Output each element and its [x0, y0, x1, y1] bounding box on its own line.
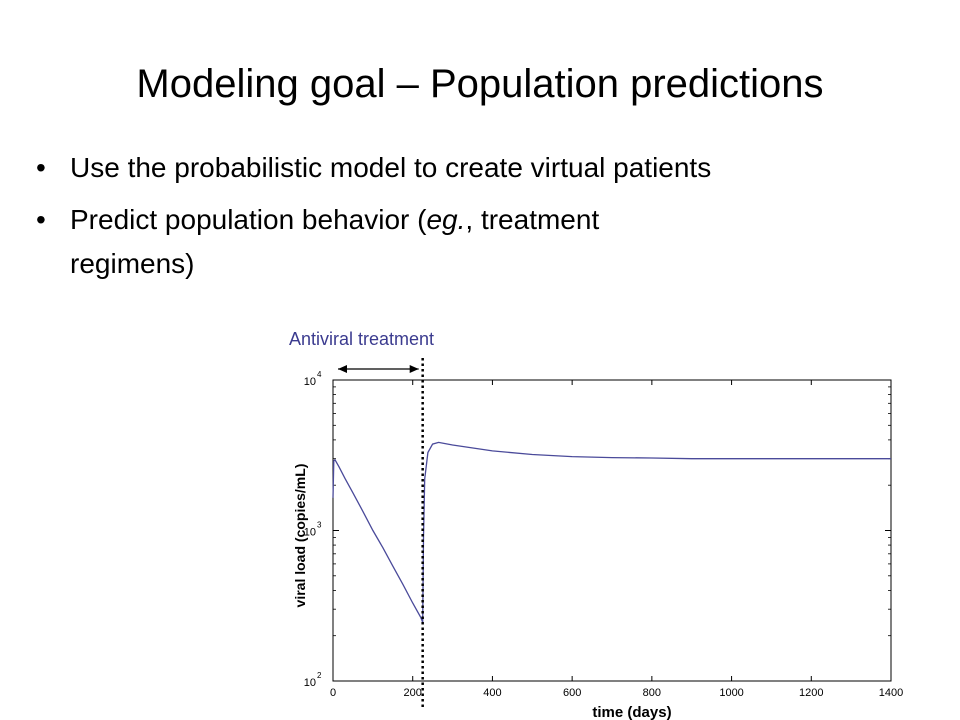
bullet-marker: •	[36, 204, 46, 235]
x-tick-label: 800	[643, 687, 661, 699]
bullet-item: • Predict population behavior (eg., trea…	[36, 198, 936, 286]
bullet-list: • Use the probabilistic model to create …	[36, 146, 936, 294]
bullet-text: Predict population behavior (	[70, 204, 427, 235]
x-tick-label: 1200	[799, 687, 823, 699]
y-axis-label: viral load (copies/mL)	[292, 464, 308, 608]
x-axis-label: time (days)	[592, 704, 671, 720]
plot-frame	[332, 379, 892, 682]
y-tick-label: 10	[304, 677, 316, 689]
x-tick-label: 0	[330, 687, 336, 699]
bullet-text-after: , treatment	[465, 204, 600, 235]
x-tick-label: 1400	[879, 687, 903, 699]
x-tick-label: 200	[404, 687, 422, 699]
bullet-item: • Use the probabilistic model to create …	[36, 146, 936, 190]
bullet-marker: •	[36, 152, 46, 183]
arrowhead-right-icon	[409, 365, 419, 373]
arrowhead-left-icon	[338, 365, 347, 373]
slide-title: Modeling goal – Population predictions	[136, 62, 824, 106]
x-tick-label: 1000	[719, 687, 743, 699]
y-tick-label: 10	[304, 527, 316, 539]
bullet-text-italic: eg.	[426, 204, 466, 235]
bullet-text: Use the probabilistic model to create vi…	[70, 152, 712, 183]
y-tick-label-exponent: 3	[317, 521, 322, 530]
treatment-annotation-label: Antiviral treatment	[289, 329, 435, 349]
y-tick-label-exponent: 2	[317, 671, 322, 680]
x-tick-label: 400	[483, 687, 501, 699]
y-tick-label-exponent: 4	[317, 370, 322, 379]
bullet-continuation: regimens)	[70, 248, 195, 279]
x-tick-label: 600	[563, 687, 581, 699]
viral-load-series-line	[332, 441, 891, 623]
y-tick-label: 10	[304, 376, 316, 388]
